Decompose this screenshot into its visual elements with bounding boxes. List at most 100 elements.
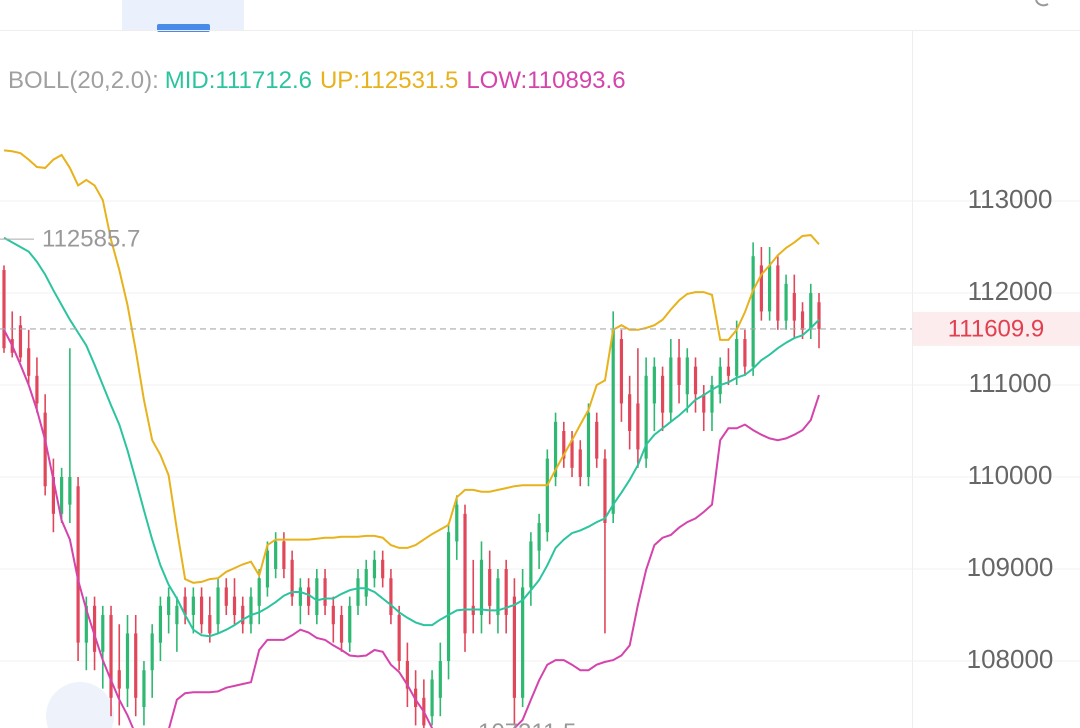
candle-body [274, 541, 278, 570]
candle-body [315, 578, 319, 616]
candle-body [479, 559, 484, 616]
candle-body [109, 615, 113, 698]
plot-area [2, 149, 821, 728]
high-marker-label: 112585.7 [42, 225, 140, 252]
candle-body [60, 477, 64, 514]
candle-body [529, 541, 533, 588]
candle-body [446, 532, 451, 662]
y-tick-label: 109000 [967, 552, 1054, 582]
candle-body [784, 283, 788, 321]
candle-body [208, 615, 212, 634]
candle-body [628, 394, 632, 432]
band-line [3, 236, 820, 638]
candle-body [553, 421, 558, 478]
candle-body [578, 449, 582, 478]
candle-body [718, 366, 722, 395]
candle-body [603, 458, 607, 524]
legend-name: UP: [320, 67, 360, 94]
y-tick-label: 111000 [969, 368, 1052, 398]
band-line [3, 149, 820, 584]
candle-body [463, 513, 467, 634]
candle-body [125, 633, 130, 689]
candle-body [759, 265, 763, 312]
candle-body [397, 615, 401, 662]
candle-body [619, 339, 624, 404]
candle-body [438, 661, 442, 698]
candle-body [282, 541, 286, 570]
candle-body [660, 375, 665, 413]
menu-icon[interactable] [1035, 0, 1049, 7]
candle-body [389, 578, 393, 616]
candle-body [92, 605, 97, 652]
band-line [3, 329, 820, 728]
candle-body [545, 458, 549, 533]
candle-body [702, 394, 706, 413]
candle-body [743, 339, 747, 367]
candle-body [611, 329, 615, 514]
candle-body [43, 412, 47, 487]
candle-body [241, 605, 245, 625]
candle-body [35, 375, 39, 404]
candle-body [199, 596, 204, 625]
low-marker-label: 107211.5 [478, 719, 576, 728]
candle-body [521, 587, 525, 698]
candle-body [809, 293, 813, 330]
candle-body [348, 605, 352, 643]
candle-body [776, 265, 780, 321]
candle-body [364, 569, 368, 597]
candle-body [265, 550, 270, 588]
candle-body [652, 366, 656, 404]
candle-body [372, 559, 377, 579]
legend-name: LOW: [466, 67, 527, 94]
indicator-name: BOLL(20,2.0): [8, 67, 159, 94]
candle-body [323, 578, 327, 606]
price-tag-label: 111609.9 [948, 315, 1045, 342]
y-tick-label: 113000 [968, 184, 1053, 214]
candle-body [488, 569, 492, 606]
candle-body [183, 596, 187, 616]
candle-body [455, 504, 459, 542]
candle-body [570, 440, 574, 468]
legend-value: 110893.6 [527, 67, 625, 94]
candle-body [710, 385, 714, 413]
candle-body [644, 375, 648, 459]
candle-body [800, 311, 805, 330]
price-tag [913, 311, 1080, 346]
y-tick-label: 112000 [968, 276, 1053, 306]
candle-body [512, 596, 517, 698]
candle-body [306, 587, 311, 606]
indicator-legend: BOLL(20,2.0): MID:111712.6 UP:112531.5 LOW:… [8, 67, 626, 94]
candle-body [150, 633, 154, 671]
candle-body [537, 523, 541, 551]
candle-body [496, 578, 500, 616]
candle-body [751, 256, 755, 367]
candle-body [562, 431, 566, 459]
candle-body [249, 596, 253, 625]
candle-body [339, 615, 344, 643]
float-button[interactable] [46, 682, 114, 728]
candle-body [257, 578, 261, 606]
candle-body [726, 366, 731, 376]
y-tick-label: 110000 [968, 460, 1053, 490]
candle-body [117, 670, 121, 689]
candle-body [586, 412, 591, 478]
candle-body [792, 293, 796, 321]
candle-body [175, 605, 179, 625]
candle-body [142, 670, 146, 708]
candle-body [2, 270, 6, 349]
candle-body [191, 596, 195, 616]
legend-value: 112531.5 [360, 67, 458, 94]
candle-body [27, 348, 31, 376]
candle-body [504, 569, 508, 616]
candle-body [331, 605, 335, 625]
candle-body [405, 661, 409, 689]
grid [0, 200, 1080, 662]
candle-body [636, 403, 640, 450]
candle-body [134, 633, 138, 698]
candle-body [167, 596, 171, 616]
candle-body [216, 587, 220, 625]
candle-body [430, 679, 434, 717]
candle-body [68, 477, 72, 505]
